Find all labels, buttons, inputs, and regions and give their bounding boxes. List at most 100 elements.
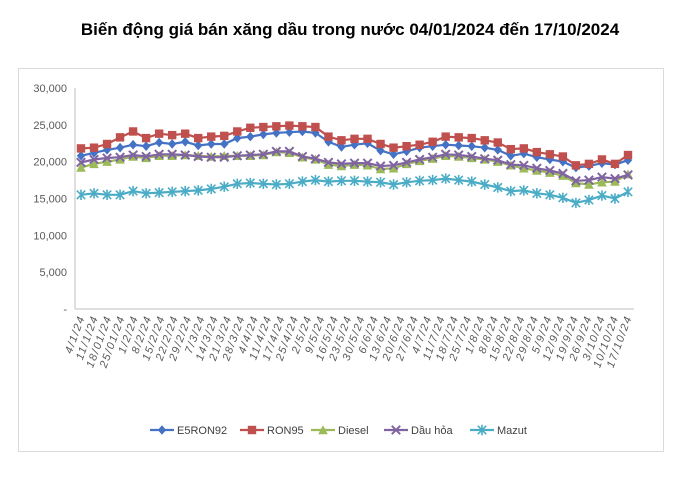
data-point [115,189,125,201]
data-point [89,159,99,169]
data-point [336,158,347,169]
data-point [467,141,476,151]
data-point [284,178,295,189]
data-point [193,151,204,162]
legend-marker [247,425,257,435]
data-point [323,157,334,168]
data-point [545,150,555,159]
data-point [518,160,529,171]
data-point [128,127,138,136]
data-point [558,170,568,180]
data-point [285,127,294,137]
y-tick-label: 5,000 [39,267,67,279]
data-point [519,185,529,196]
data-point [298,122,307,131]
data-point [532,165,542,175]
data-point [597,155,607,164]
data-point [401,177,412,188]
data-point [323,159,334,169]
data-point [271,146,282,157]
data-point [623,170,633,180]
data-point [349,158,360,169]
legend: E5RON92 RON95 Diesel Dầu hỏa Mazut [150,424,527,437]
data-point [544,165,555,176]
data-point [376,145,385,156]
data-point [259,129,268,140]
data-point [389,143,398,152]
y-tick-label: 30,000 [33,83,67,95]
data-point [180,136,190,147]
data-point [375,164,386,174]
data-point [89,188,99,199]
y-tick-label: - [63,304,67,316]
data-point [89,154,99,165]
data-point [180,129,190,138]
legend-marker [477,424,487,436]
axes [74,88,634,310]
legend-label: Mazut [497,425,527,437]
data-point [584,179,594,189]
data-point [180,150,191,160]
data-point [310,174,321,186]
data-point [115,133,125,142]
data-point [102,189,112,201]
data-point [336,161,347,171]
data-point [167,139,177,149]
data-point [623,186,633,198]
data-point [76,150,86,161]
data-point [597,177,607,187]
legend-item: E5RON92 [150,425,227,437]
data-point [76,189,86,201]
data-point [141,188,151,199]
data-point [558,156,568,167]
data-point [220,131,229,141]
data-point [297,176,308,187]
data-point [505,159,516,170]
data-point [479,179,490,190]
data-point [154,137,164,148]
data-point [284,146,295,157]
data-point [194,140,203,151]
data-point [102,153,112,163]
data-point [154,187,164,198]
data-point [362,160,373,170]
data-point [440,173,451,184]
legend-item: Dầu hỏa [384,425,453,437]
data-point [466,151,477,162]
data-point [232,150,243,161]
data-point [246,123,255,132]
data-point [336,175,347,187]
legend-label: Dầu hỏa [411,425,453,437]
data-point [389,149,398,160]
y-tick-label: 20,000 [33,157,67,169]
data-point [414,154,425,165]
legend-label: Diesel [338,425,369,437]
data-point [466,176,477,187]
data-point [532,188,542,199]
data-point [141,151,152,162]
data-point [376,139,385,149]
data-point [519,144,529,153]
data-point [441,139,450,150]
data-point [454,140,463,151]
data-point [115,142,125,153]
data-point [415,140,424,149]
data-point [246,131,255,142]
data-point [453,174,464,186]
data-point [311,122,320,132]
series-ron95 [76,121,633,170]
data-point [414,175,425,187]
data-point [375,177,386,188]
data-point [258,178,269,189]
data-point [506,185,516,197]
data-point [610,159,620,169]
data-point [76,157,86,168]
data-point [623,150,633,160]
data-point [610,193,620,204]
data-point [194,133,203,143]
data-point [570,175,581,186]
data-point [219,181,230,192]
data-point [102,145,112,155]
legend-item: Diesel [311,425,369,437]
data-point [402,141,411,151]
